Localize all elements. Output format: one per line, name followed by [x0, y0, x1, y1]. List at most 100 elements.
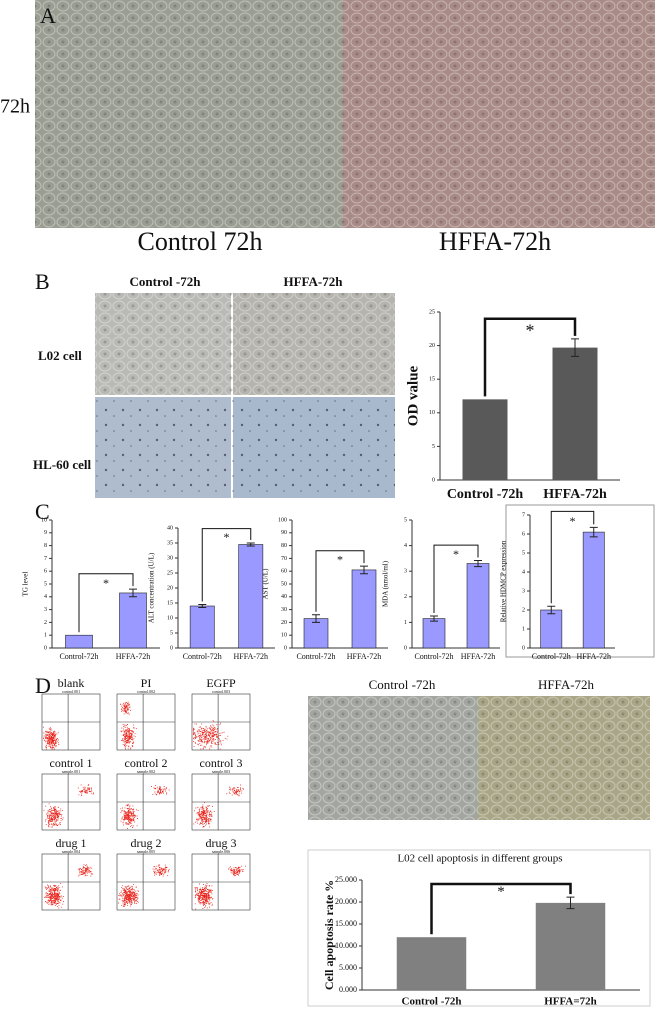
y-tick-label: 5 [522, 550, 525, 556]
significance-mark: * [497, 884, 505, 900]
y-tick-label: 0.000 [339, 985, 357, 994]
y-tick-label: 0 [170, 645, 173, 651]
bar [351, 569, 377, 649]
bar [535, 902, 606, 990]
y-tick-label: 10 [281, 633, 287, 639]
y-tick-label: 100 [278, 517, 287, 523]
micrograph-texture [35, 0, 343, 228]
flow-events [194, 883, 214, 910]
error-bar [566, 896, 575, 910]
bar [238, 544, 264, 649]
x-tick-label: HFFA-72h [543, 487, 607, 502]
y-tick-label: 15 [429, 377, 435, 383]
micrograph-texture [95, 293, 395, 395]
significance-bracket [78, 573, 134, 633]
bar [65, 634, 93, 649]
y-tick-label: 25 [167, 570, 173, 576]
y-tick-label: 10 [429, 410, 435, 416]
y-tick-label: 25.000 [335, 875, 357, 884]
y-tick-label: 5 [44, 581, 47, 587]
plot-id: control.003 [212, 689, 230, 694]
y-tick-label: 10 [41, 517, 47, 523]
flow-events [193, 802, 215, 828]
x-tick-label: Control -72h [447, 487, 524, 502]
x-tick-label: HFFA-72h [576, 652, 611, 661]
plot-title: control 1 [50, 756, 93, 770]
plot-id: control.001 [62, 689, 80, 694]
significance-bracket [550, 510, 595, 604]
y-tick-label: 4 [404, 543, 407, 549]
error-bar [589, 526, 598, 538]
y-tick-label: 35 [167, 540, 173, 546]
quadrant-lines [42, 854, 100, 910]
panel-label: A [40, 3, 56, 28]
x-tick-label: Control-72h [532, 652, 571, 661]
bar [582, 531, 605, 649]
significance-bracket [430, 882, 572, 935]
y-tick-label: 30 [281, 607, 287, 613]
flow-events [152, 864, 170, 877]
y-tick-label: 8 [44, 543, 47, 549]
y-tick-label: 15 [167, 600, 173, 606]
plot-id: sample.002 [137, 769, 155, 774]
quadrant-lines [117, 854, 175, 910]
error-bar [360, 565, 368, 575]
error-bar [571, 338, 579, 357]
x-tick-label: HFFA-72h [116, 652, 151, 661]
error-bar [312, 614, 320, 623]
y-tick-label: 50 [281, 581, 287, 587]
y-tick-label: 90 [281, 530, 287, 536]
y-tick-label: 7 [44, 556, 47, 562]
error-bar [198, 604, 207, 608]
y-tick-label: 10 [167, 615, 173, 621]
y-tick-label: 4 [522, 569, 525, 575]
y-tick-label: 3 [404, 569, 407, 575]
x-tick-label: Control -72h [402, 995, 462, 1007]
column-label: HFFA-72h [284, 274, 344, 289]
flow-events [43, 726, 60, 750]
quadrant-lines [117, 774, 175, 830]
y-tick-label: 25 [429, 309, 435, 315]
x-tick-label: Control-72h [59, 652, 98, 661]
column-label: HFFA-72h [538, 677, 595, 692]
y-tick-label: 2 [404, 594, 407, 600]
bar [552, 347, 598, 480]
bar [540, 609, 563, 649]
significance-mark: * [453, 547, 459, 561]
y-tick-label: 5 [404, 517, 407, 523]
significance-mark: * [103, 576, 109, 590]
y-tick-label: 20 [167, 585, 173, 591]
quadrant-lines [42, 694, 100, 750]
y-tick-label: 3 [44, 607, 47, 613]
y-tick-label: 6 [44, 569, 47, 575]
y-tick-label: 20.000 [335, 897, 357, 906]
plot-title: blank [58, 676, 85, 690]
time-label: 72h [0, 96, 30, 118]
flow-events [193, 720, 229, 750]
bar [396, 937, 467, 990]
flow-events [226, 784, 244, 797]
y-tick-label: 5 [432, 444, 435, 450]
significance-mark: * [570, 514, 576, 528]
quadrant-lines [192, 774, 250, 830]
y-tick-label: 40 [281, 594, 287, 600]
flow-events [77, 783, 94, 796]
x-tick-label: Control-72h [414, 652, 453, 661]
panel-label: B [35, 269, 50, 294]
y-tick-label: 60 [281, 569, 287, 575]
bar [462, 399, 508, 480]
quadrant-lines [192, 854, 250, 910]
error-bar [474, 559, 482, 568]
quadrant-lines [192, 694, 250, 750]
x-tick-label: HFFA-72h [233, 652, 268, 661]
y-tick-label: 9 [44, 530, 47, 536]
caption: HFFA-72h [439, 227, 551, 256]
y-tick-label: 1 [404, 620, 407, 626]
y-tick-label: 2 [44, 620, 47, 626]
y-tick-label: 1 [44, 633, 47, 639]
quadrant-lines [117, 694, 175, 750]
y-tick-label: 3 [522, 588, 525, 594]
row-label: HL-60 cell [33, 457, 92, 472]
error-bar [547, 605, 556, 615]
